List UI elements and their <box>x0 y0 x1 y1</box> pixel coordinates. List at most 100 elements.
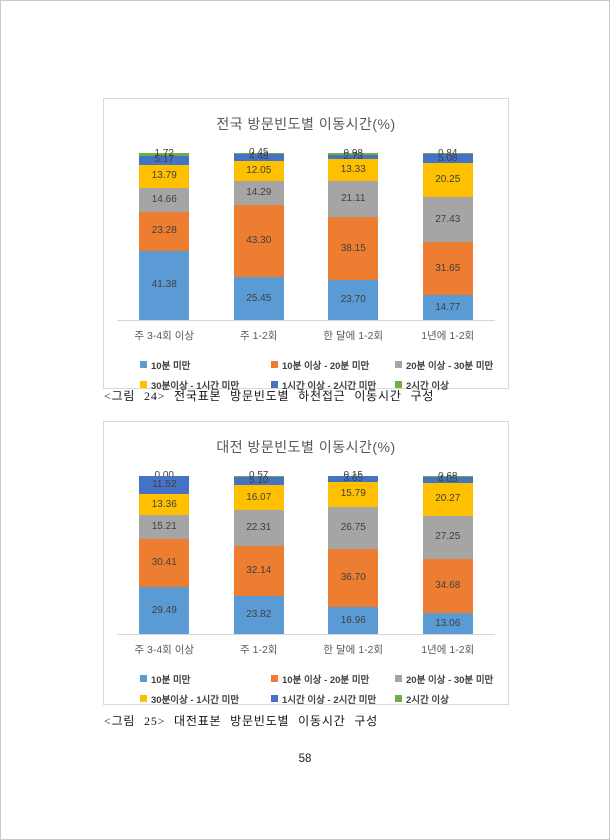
bar-column: 16.96 36.70 26.75 15.79 3.650.15 <box>306 471 401 634</box>
bar-column: 41.38 23.28 14.66 13.79 5.17 1.72 <box>117 149 212 320</box>
bar-value-label: 5.17 <box>154 154 174 166</box>
bar-value-label: 16.96 <box>340 614 366 626</box>
bar-segment: 21.11 <box>328 181 379 217</box>
legend-color-swatch <box>140 361 147 369</box>
bar-value-label: 20.25 <box>435 173 461 185</box>
legend-color-swatch <box>140 675 147 683</box>
x-axis-label: 주 1-2회 <box>240 329 278 342</box>
legend-item: 20분 이상 - 30분 미만 <box>395 672 495 686</box>
legend-label: 1시간 이상 - 2시간 미만 <box>282 380 377 392</box>
legend-color-swatch <box>271 695 278 703</box>
bar-value-label: 0.00 <box>155 471 174 481</box>
bar-segment: 12.05 <box>233 161 284 182</box>
bar-value-label: 25.45 <box>246 292 272 304</box>
figure-caption-24: <그림 24> 전국표본 방문빈도별 하천접근 이동시간 구성 <box>104 389 435 403</box>
bar-column: 13.06 34.68 27.25 20.27 4.05 0.68 <box>401 471 496 634</box>
bar-segment: 34.68 <box>422 558 473 614</box>
bar-column: 23.70 38.15 21.11 13.33 2.73 0.98 <box>306 148 401 320</box>
bar-segment: 4.05 <box>422 475 473 485</box>
bar-value-label: 43.30 <box>246 235 272 247</box>
x-axis-label: 주 3-4회 이상 <box>134 643 195 656</box>
chart-title: 전국 방문빈도별 이동시간(%) <box>216 116 396 132</box>
bar-segment: 20.25 <box>422 162 473 197</box>
bar-segment: 27.43 <box>422 196 473 243</box>
chart-legend: 10분 미만 10분 이상 - 20분 미만 20분 이상 - 30분 미만 30분이… <box>140 672 495 706</box>
bar-segment: 2.73 <box>328 150 379 162</box>
bar-segment: 0.45 <box>233 148 284 158</box>
bar-value-label: 13.33 <box>340 164 366 176</box>
bar-value-label: 23.28 <box>151 225 177 237</box>
chart-title: 대전 방문빈도별 이동시간(%) <box>216 439 396 455</box>
bar-column: 14.77 31.65 27.43 20.25 5.08 0.84 <box>401 148 496 320</box>
chart-national-travel-time: 전국 방문빈도별 이동시간(%) 41.38 23.28 14.66 13.79 5.1… <box>103 98 509 392</box>
bar-segment: 20.27 <box>422 483 473 516</box>
bar-segment: 11.52 <box>139 476 190 495</box>
bar-value-label: 31.65 <box>435 262 461 274</box>
bar-segment: 43.30 <box>233 205 284 278</box>
bar-segment: 13.36 <box>139 494 190 516</box>
legend-color-swatch <box>140 695 147 703</box>
bar-value-label: 5.08 <box>438 152 458 164</box>
legend-color-swatch <box>271 361 278 369</box>
bar-value-label: 23.70 <box>340 294 366 306</box>
x-axis-label: 1년에 1-2회 <box>421 329 475 342</box>
bar-segment: 26.75 <box>328 506 379 550</box>
legend-label: 20분 이상 - 30분 미만 <box>406 360 494 372</box>
x-axis-label: 주 1-2회 <box>240 643 278 656</box>
bar-segment: 5.10 <box>233 474 284 486</box>
legend-item: 1시간 이상 - 2시간 미만 <box>271 378 395 392</box>
bar-value-label: 22.31 <box>246 521 272 533</box>
legend-label: 2시간 이상 <box>406 694 449 706</box>
bar-segment: 22.31 <box>233 510 284 546</box>
bar-value-label: 30.41 <box>151 557 177 569</box>
bar-segment: 29.49 <box>139 587 190 634</box>
legend-label: 10분 미만 <box>151 674 191 686</box>
legend-item: 10분 이상 - 20분 미만 <box>271 672 395 686</box>
bar-segment: 27.25 <box>422 515 473 559</box>
legend-item: 10분 미만 <box>140 358 271 372</box>
bar-segment: 3.65 <box>328 474 379 484</box>
chart-legend: 10분 미만 10분 이상 - 20분 미만 20분 이상 - 30분 미만 30분이… <box>140 358 495 392</box>
bar-value-label: 5.10 <box>249 474 269 486</box>
bar-value-label: 26.75 <box>340 522 366 534</box>
bar-segment: 38.15 <box>328 216 379 281</box>
legend-label: 10분 이상 - 20분 미만 <box>282 360 370 372</box>
bar-segment: 16.96 <box>328 607 379 634</box>
bar-value-label: 41.38 <box>151 279 177 291</box>
bar-value-label: 0.68 <box>438 470 458 482</box>
legend-label: 10분 이상 - 20분 미만 <box>282 674 370 686</box>
bar-segment: 14.66 <box>139 187 190 213</box>
bar-segment: 15.21 <box>139 515 190 540</box>
legend-item: 30분이상 - 1시간 미만 <box>140 692 271 706</box>
bar-segment: 0.84 <box>422 148 473 158</box>
legend-color-swatch <box>271 675 278 683</box>
legend-item: 10분 이상 - 20분 미만 <box>271 358 395 372</box>
bar-value-label: 16.07 <box>246 491 272 503</box>
bar-value-label: 0.57 <box>249 471 268 481</box>
bar-segment: 13.33 <box>328 159 379 182</box>
legend-item: 1시간 이상 - 2시간 미만 <box>271 692 395 706</box>
bar-segment: 13.79 <box>139 164 190 188</box>
legend-label: 10분 미만 <box>151 360 191 372</box>
bar-segment: 0.98 <box>328 148 379 158</box>
bar-segment: 41.38 <box>139 250 190 320</box>
bar-segment: 36.70 <box>328 549 379 608</box>
legend-label: 30분이상 - 1시간 미만 <box>151 694 240 706</box>
bar-segment: 23.70 <box>328 280 379 320</box>
x-axis-label: 주 3-4회 이상 <box>134 329 195 342</box>
bar-segment: 31.65 <box>422 242 473 296</box>
legend-color-swatch <box>395 675 402 683</box>
legend-item: 10분 미만 <box>140 672 271 686</box>
bar-segment: 14.29 <box>233 181 284 206</box>
legend-item: 20분 이상 - 30분 미만 <box>395 358 495 372</box>
bar-value-label: 23.82 <box>246 609 272 621</box>
x-axis-labels: 주 3-4회 이상 주 1-2회 한 달에 1-2회 1년에 1-2회 <box>117 642 495 657</box>
bar-column: 23.82 32.14 22.31 16.07 5.100.57 <box>212 471 307 634</box>
x-axis-label: 1년에 1-2회 <box>421 643 475 656</box>
chart-plot-area: 41.38 23.28 14.66 13.79 5.17 1.72 25.45 43.30 14… <box>117 148 496 321</box>
bar-segment: 0.57 <box>233 471 284 481</box>
bar-segment: 14.77 <box>422 295 473 320</box>
bar-value-label: 13.36 <box>151 498 177 510</box>
bar-value-label: 2.73 <box>343 150 363 162</box>
bar-value-label: 13.06 <box>435 617 461 629</box>
